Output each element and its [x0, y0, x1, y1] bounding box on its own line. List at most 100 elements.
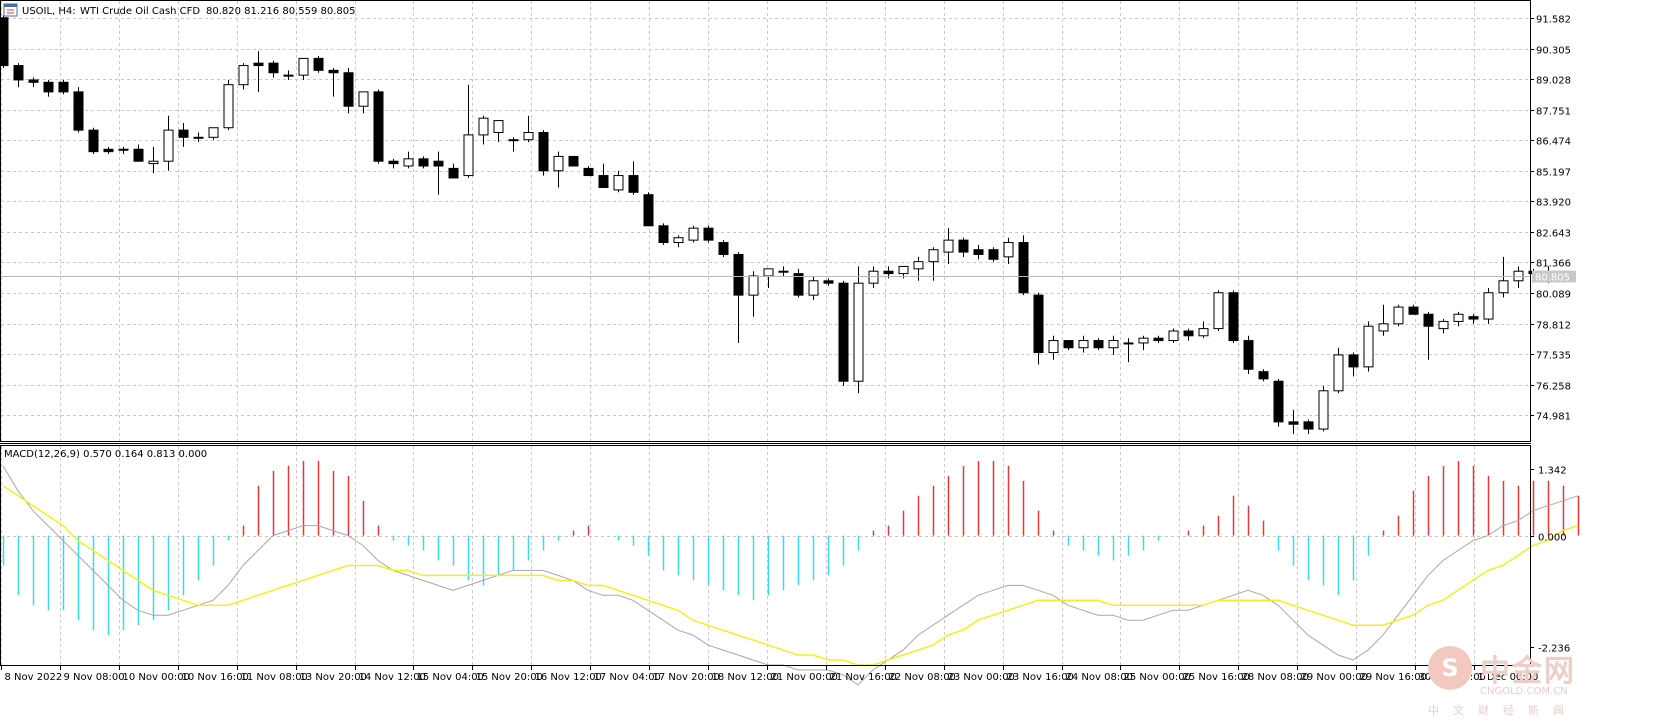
candle-body-bull	[1108, 340, 1119, 349]
price-grid	[1, 1, 1530, 441]
time-tick-label: 13 Nov 20:00	[300, 672, 367, 683]
price-tick-label: 85.197	[1536, 168, 1571, 179]
candle-body-bull	[673, 237, 684, 244]
candle-body-bear	[268, 62, 279, 74]
time-tick-label: 11 Nov 08:00	[241, 672, 308, 683]
candle-body-bear	[448, 167, 459, 179]
candle-body-bull	[1048, 340, 1059, 354]
candle-body-bull	[358, 91, 369, 107]
candle-body-bull	[898, 265, 909, 275]
candle-body-bull	[478, 117, 489, 136]
candle	[553, 151, 564, 188]
candle	[328, 67, 339, 97]
watermark: S 中金网 CNGOLD.COM.CN 中文财经新闻	[1428, 646, 1638, 717]
time-tick-label: 17 Nov 20:00	[653, 672, 720, 683]
candle	[73, 87, 84, 133]
candle-body-bear	[718, 242, 729, 255]
candle	[268, 60, 279, 78]
candle	[1168, 328, 1179, 343]
candle	[1303, 419, 1314, 434]
candle-body-bear	[433, 160, 444, 167]
candle	[583, 166, 594, 177]
candle-body-bear	[958, 239, 969, 253]
candle-body-bear	[1273, 380, 1284, 423]
candle-body-bull	[1138, 337, 1149, 344]
time-tick-label: 29 Nov 00:00	[1301, 672, 1368, 683]
candle	[238, 63, 249, 90]
candle-body-bear	[883, 270, 894, 275]
candle	[343, 67, 354, 114]
candle	[373, 89, 384, 164]
time-tick-label: 1 Dec 00:00	[1478, 672, 1539, 683]
candle	[1033, 292, 1044, 365]
macd-grid	[1, 446, 1530, 665]
candle	[1288, 409, 1299, 434]
candle	[808, 276, 819, 300]
candle	[253, 51, 264, 92]
candle-body-bull	[1168, 330, 1179, 342]
candle	[568, 155, 579, 167]
candle-body-bull	[808, 280, 819, 296]
candle	[988, 247, 999, 262]
candle-body-bear	[538, 132, 549, 172]
time-tick-label: 25 Nov 16:00	[1183, 672, 1250, 683]
candle-body-bull	[238, 65, 249, 86]
candle-body-bear	[658, 225, 669, 244]
candle-body-bear	[988, 249, 999, 260]
candle	[493, 120, 504, 143]
candle-body-bear	[733, 253, 744, 296]
candle	[1483, 287, 1494, 324]
candle-body-bull	[118, 148, 129, 151]
candle	[1423, 311, 1434, 360]
candle-body-bear	[1153, 337, 1164, 342]
time-tick-label: 17 Nov 04:00	[594, 672, 661, 683]
candle-body-bear	[28, 79, 39, 83]
candle	[43, 79, 54, 97]
candle	[1183, 328, 1194, 341]
price-tick-label: 78.812	[1536, 321, 1571, 332]
candle-body-bear	[58, 81, 69, 93]
macd-indicator-label: MACD(12,26,9) 0.570 0.164 0.813 0.000	[4, 449, 207, 460]
candle-body-bear	[628, 175, 639, 193]
candle-body-bear	[1033, 294, 1044, 354]
candle	[628, 161, 639, 195]
candle-body-bear	[973, 249, 984, 255]
candle	[208, 127, 219, 140]
candle	[13, 63, 24, 88]
candle-body-bull	[928, 249, 939, 263]
candle	[508, 137, 519, 152]
candle	[388, 158, 399, 169]
candle-body-bear	[823, 280, 834, 284]
candle-body-bull	[1198, 328, 1209, 337]
candle-body-bull	[463, 134, 474, 177]
candle-body-bear	[1243, 340, 1254, 370]
candle-body-bull	[1438, 320, 1449, 330]
candle	[1258, 369, 1269, 382]
price-tick-label: 80.089	[1536, 290, 1571, 301]
candle-body-bear	[133, 148, 144, 162]
price-pane-frame	[0, 0, 1531, 442]
candle-body-bull	[208, 127, 219, 138]
candle-body-bear	[0, 17, 9, 67]
macd-signal-line	[2, 485, 1579, 666]
candle-body-bull	[1003, 242, 1014, 258]
candle-body-bull	[193, 136, 204, 139]
price-tick-label: 74.981	[1536, 412, 1571, 423]
candle-body-bear	[43, 81, 54, 93]
candle	[1063, 340, 1074, 351]
candle-body-bull	[508, 139, 519, 142]
candle-body-bull	[283, 74, 294, 77]
candle-body-bear	[703, 227, 714, 241]
chart-description: WTI Crude Oil Cash CFD	[80, 6, 200, 17]
candle	[703, 225, 714, 243]
chart-symbol: USOIL, H4:	[22, 6, 76, 17]
candle-body-bull	[868, 270, 879, 284]
candle	[1393, 304, 1404, 327]
time-tick-label: 10 Nov 16:00	[182, 672, 249, 683]
candle	[538, 130, 549, 176]
candle	[133, 144, 144, 162]
candle	[193, 132, 204, 143]
candle-body-bear	[598, 175, 609, 189]
